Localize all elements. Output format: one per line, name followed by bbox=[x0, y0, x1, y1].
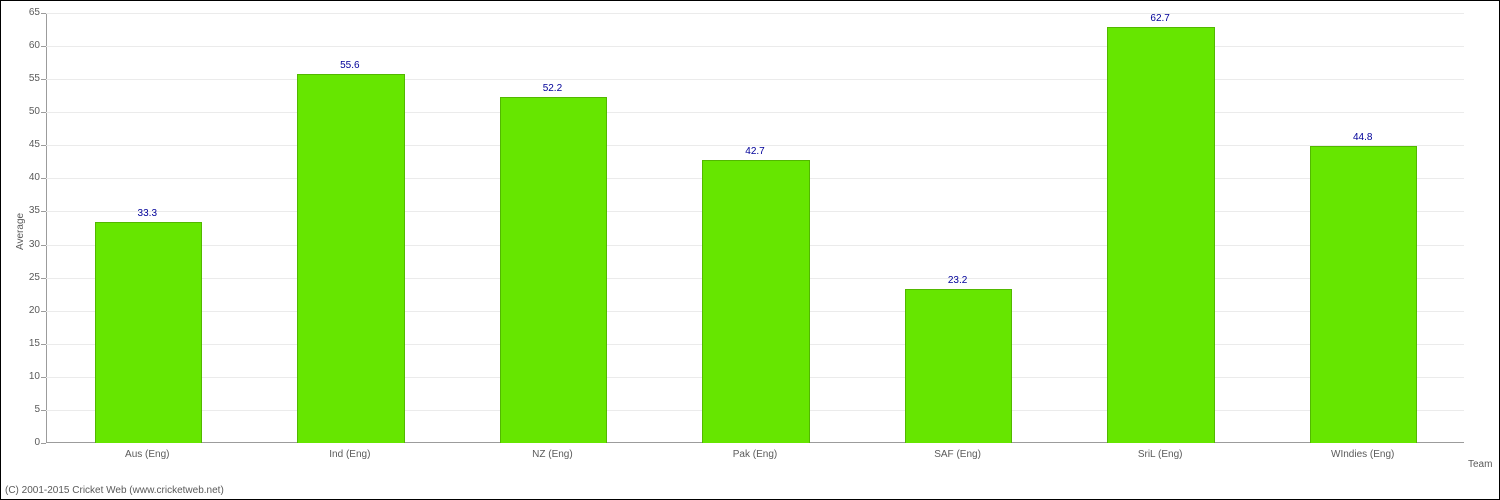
y-tick-label: 45 bbox=[16, 139, 40, 150]
x-tick-label: NZ (Eng) bbox=[532, 449, 573, 460]
y-tick-label: 25 bbox=[16, 272, 40, 283]
y-tick bbox=[41, 278, 46, 279]
x-tick-label: Ind (Eng) bbox=[329, 449, 370, 460]
bar-value-label: 62.7 bbox=[1150, 13, 1169, 24]
y-tick bbox=[41, 112, 46, 113]
y-tick bbox=[41, 211, 46, 212]
grid-line bbox=[46, 46, 1464, 47]
y-tick bbox=[41, 79, 46, 80]
grid-line bbox=[46, 112, 1464, 113]
bar bbox=[500, 97, 607, 443]
y-tick-label: 20 bbox=[16, 305, 40, 316]
bar-value-label: 55.6 bbox=[340, 60, 359, 71]
y-tick-label: 10 bbox=[16, 371, 40, 382]
bar bbox=[297, 74, 404, 443]
chart-container: Average Team (C) 2001-2015 Cricket Web (… bbox=[0, 0, 1500, 500]
y-tick bbox=[41, 410, 46, 411]
y-tick-label: 35 bbox=[16, 205, 40, 216]
x-tick-label: SriL (Eng) bbox=[1138, 449, 1183, 460]
y-tick-label: 60 bbox=[16, 40, 40, 51]
x-tick-label: Aus (Eng) bbox=[125, 449, 169, 460]
grid-line bbox=[46, 79, 1464, 80]
y-axis-line bbox=[46, 13, 47, 443]
bar bbox=[702, 160, 809, 443]
y-tick bbox=[41, 311, 46, 312]
bar-value-label: 23.2 bbox=[948, 275, 967, 286]
y-tick bbox=[41, 443, 46, 444]
bar-value-label: 33.3 bbox=[138, 208, 157, 219]
y-tick bbox=[41, 46, 46, 47]
y-tick bbox=[41, 344, 46, 345]
bar-value-label: 44.8 bbox=[1353, 132, 1372, 143]
y-tick-label: 55 bbox=[16, 73, 40, 84]
bar bbox=[95, 222, 202, 443]
y-tick-label: 0 bbox=[16, 437, 40, 448]
bar-value-label: 42.7 bbox=[745, 146, 764, 157]
y-tick bbox=[41, 178, 46, 179]
plot-area bbox=[46, 13, 1464, 443]
y-tick bbox=[41, 145, 46, 146]
bar bbox=[1310, 146, 1417, 443]
bar bbox=[1107, 27, 1214, 443]
y-tick bbox=[41, 377, 46, 378]
x-tick-label: Pak (Eng) bbox=[733, 449, 777, 460]
x-tick-label: WIndies (Eng) bbox=[1331, 449, 1394, 460]
y-tick-label: 40 bbox=[16, 172, 40, 183]
y-tick-label: 65 bbox=[16, 7, 40, 18]
y-tick bbox=[41, 245, 46, 246]
x-tick-label: SAF (Eng) bbox=[934, 449, 981, 460]
y-tick-label: 30 bbox=[16, 239, 40, 250]
bar-value-label: 52.2 bbox=[543, 83, 562, 94]
bar bbox=[905, 289, 1012, 443]
grid-line bbox=[46, 13, 1464, 14]
y-tick-label: 5 bbox=[16, 404, 40, 415]
y-tick bbox=[41, 13, 46, 14]
x-axis-title: Team bbox=[1468, 459, 1492, 470]
y-tick-label: 15 bbox=[16, 338, 40, 349]
y-tick-label: 50 bbox=[16, 106, 40, 117]
footer-copyright: (C) 2001-2015 Cricket Web (www.cricketwe… bbox=[5, 485, 224, 496]
